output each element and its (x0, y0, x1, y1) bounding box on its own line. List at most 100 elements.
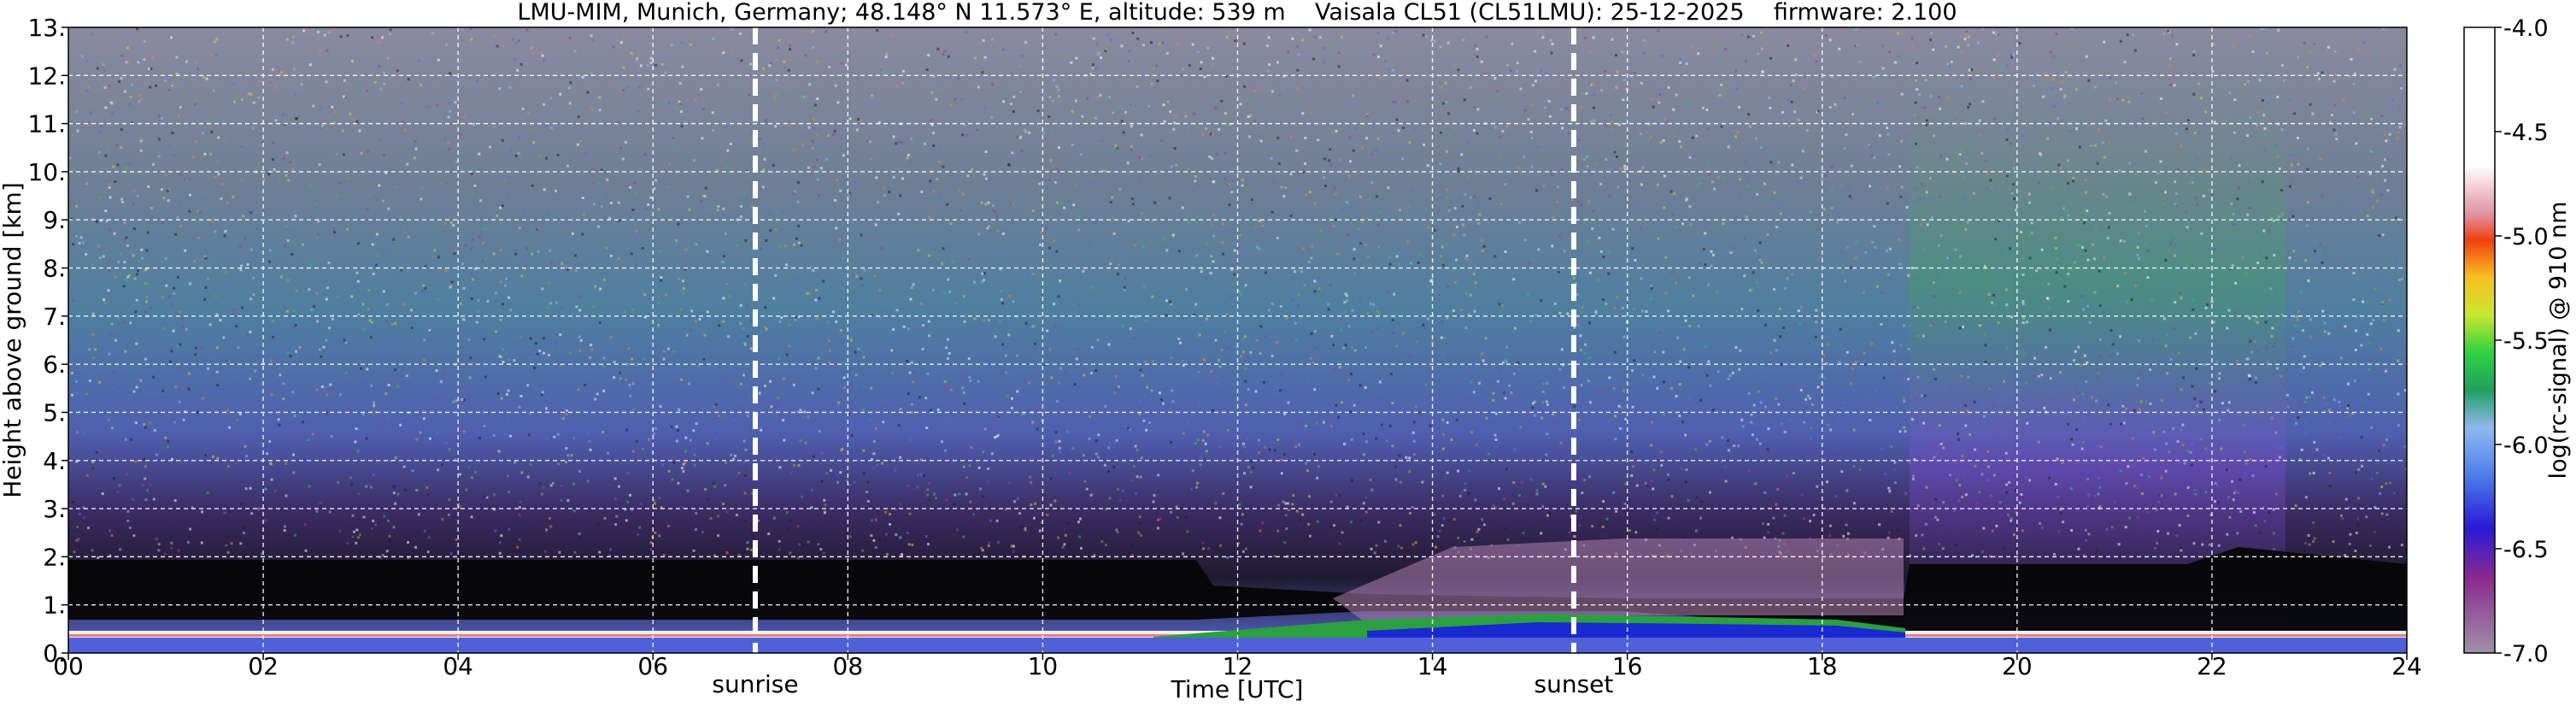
noise-speck (980, 201, 983, 204)
noise-speck (2175, 534, 2179, 538)
noise-speck (2273, 382, 2276, 385)
noise-speck (1933, 134, 1936, 138)
noise-speck (2076, 85, 2080, 88)
noise-speck (223, 234, 226, 238)
noise-speck (2192, 92, 2196, 96)
noise-speck (1852, 465, 1856, 468)
noise-speck (1085, 487, 1088, 491)
noise-speck (1057, 88, 1060, 91)
noise-speck (444, 268, 448, 272)
noise-speck (2303, 366, 2305, 369)
noise-speck (2290, 153, 2293, 156)
noise-speck (1739, 349, 1742, 352)
noise-speck (848, 55, 851, 58)
noise-speck (499, 206, 502, 209)
noise-speck (1376, 309, 1379, 313)
noise-speck (682, 279, 685, 283)
noise-speck (1412, 127, 1416, 131)
noise-speck (1984, 344, 1987, 347)
noise-speck (1797, 180, 1800, 184)
noise-speck (2057, 495, 2060, 498)
noise-speck (471, 167, 474, 170)
noise-speck (1007, 333, 1011, 337)
noise-speck (2278, 167, 2281, 170)
noise-speck (1376, 195, 1379, 198)
noise-speck (2061, 462, 2064, 465)
noise-speck (189, 527, 192, 531)
noise-speck (108, 268, 111, 272)
noise-speck (206, 121, 209, 124)
noise-speck (1695, 496, 1699, 499)
noise-speck (1278, 93, 1282, 97)
noise-speck (1688, 205, 1692, 209)
noise-speck (1304, 162, 1307, 165)
noise-speck (2021, 133, 2024, 137)
noise-speck (1337, 51, 1341, 55)
noise-speck (701, 531, 704, 533)
noise-speck (892, 135, 895, 138)
noise-speck (1824, 34, 1828, 38)
noise-speck (449, 102, 452, 104)
noise-speck (1034, 502, 1037, 505)
noise-speck (535, 29, 538, 32)
noise-speck (572, 509, 576, 513)
noise-speck (1240, 522, 1243, 526)
noise-speck (653, 499, 655, 503)
noise-speck (1825, 362, 1828, 365)
noise-speck (1295, 509, 1299, 513)
noise-speck (2186, 515, 2190, 517)
noise-speck (918, 396, 921, 399)
noise-speck (2307, 279, 2310, 282)
noise-speck (1804, 76, 1807, 79)
noise-speck (2369, 426, 2373, 429)
noise-speck (1392, 331, 1395, 334)
noise-speck (1916, 504, 1920, 508)
noise-speck (1518, 221, 1522, 224)
noise-speck (303, 47, 307, 50)
noise-speck (2258, 79, 2262, 82)
noise-speck (2069, 487, 2073, 491)
noise-speck (1211, 56, 1214, 60)
noise-speck (2016, 321, 2020, 323)
noise-speck (2248, 316, 2251, 320)
noise-speck (1244, 367, 1247, 370)
noise-speck (546, 397, 549, 400)
noise-speck (584, 152, 587, 155)
noise-speck (1516, 309, 1519, 312)
noise-speck (1787, 124, 1791, 127)
noise-speck (163, 552, 167, 556)
noise-speck (967, 258, 971, 262)
noise-speck (1284, 502, 1288, 505)
noise-speck (948, 351, 951, 355)
noise-speck (1815, 321, 1817, 324)
noise-speck (1829, 428, 1833, 432)
noise-speck (1440, 255, 1442, 258)
noise-speck (2065, 209, 2068, 212)
noise-speck (1847, 187, 1851, 191)
noise-speck (555, 189, 557, 192)
noise-speck (1504, 358, 1507, 362)
noise-speck (2081, 441, 2085, 444)
noise-speck (369, 335, 373, 338)
noise-speck (285, 462, 288, 465)
noise-speck (108, 186, 111, 189)
noise-speck (1604, 339, 1607, 343)
noise-speck (2133, 409, 2136, 412)
noise-speck (1441, 418, 1445, 421)
noise-speck (292, 309, 296, 312)
noise-speck (1883, 335, 1887, 338)
noise-speck (267, 173, 271, 176)
noise-speck (1065, 112, 1069, 115)
noise-speck (1845, 350, 1849, 354)
noise-speck (1590, 461, 1593, 464)
noise-speck (1118, 188, 1122, 191)
noise-speck (197, 236, 200, 239)
noise-speck (819, 167, 823, 170)
noise-speck (1474, 281, 1477, 285)
noise-speck (71, 393, 73, 397)
noise-speck (1186, 530, 1189, 533)
noise-speck (179, 366, 182, 369)
noise-speck (123, 90, 126, 93)
noise-speck (2350, 266, 2353, 269)
noise-speck (1438, 529, 1441, 532)
